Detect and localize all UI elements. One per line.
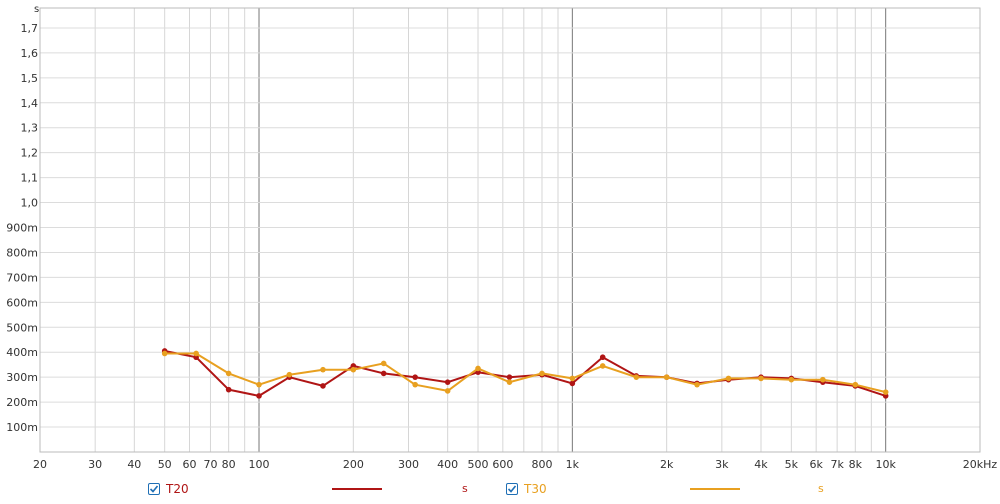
x-tick-label: 80 (222, 458, 236, 471)
x-tick-label: 4k (754, 458, 768, 471)
data-point-t20 (412, 374, 418, 380)
data-point-t20 (380, 370, 387, 377)
y-tick-label: 1,6 (21, 47, 39, 60)
x-tick-label: 40 (127, 458, 141, 471)
x-tick-label: 60 (182, 458, 196, 471)
x-tick-label: 20kHz (963, 458, 998, 471)
y-tick-labels: 100m 200m 300m 400m 500m 600m 700m 800m 900m 1,0 1… (6, 22, 38, 434)
data-point-t30 (412, 381, 418, 388)
legend-item-t20[interactable]: T20 (148, 480, 189, 498)
series-layer (161, 348, 889, 399)
x-tick-label: 6k (809, 458, 823, 471)
x-tick-label: 3k (715, 458, 729, 471)
x-tick-label: 400 (437, 458, 458, 471)
data-point-t20 (506, 374, 513, 380)
t20-checkbox[interactable] (148, 483, 160, 495)
x-tick-label: 2k (660, 458, 674, 471)
y-tick-label: 300m (6, 371, 38, 384)
x-tick-label: 800 (531, 458, 552, 471)
y-tick-label: 1,4 (21, 97, 39, 110)
data-point-t20 (599, 354, 606, 361)
y-tick-label: 1,0 (21, 197, 39, 210)
data-point-t30 (380, 360, 387, 367)
data-point-t30 (788, 376, 795, 383)
data-point-t30 (506, 379, 513, 385)
data-point-t30 (256, 381, 262, 388)
data-point-t30 (569, 375, 576, 382)
t20-unit: s (462, 482, 468, 495)
x-tick-label: 30 (88, 458, 102, 471)
data-point-t30 (758, 375, 764, 382)
x-tick-label: 600 (492, 458, 513, 471)
x-tick-label: 1k (566, 458, 580, 471)
data-point-t30 (320, 366, 326, 373)
data-point-t30 (633, 374, 640, 380)
x-tick-label: 20 (33, 458, 47, 471)
y-tick-label: 200m (6, 396, 38, 409)
data-point-t20 (569, 380, 576, 387)
x-tick-label: 500 (468, 458, 489, 471)
data-point-t30 (193, 350, 199, 357)
data-point-t30 (475, 365, 481, 372)
data-point-t30 (225, 370, 232, 377)
data-point-t20 (256, 393, 262, 399)
data-point-t30 (852, 381, 859, 388)
x-tick-label: 8k (849, 458, 863, 471)
data-point-t30 (444, 388, 451, 394)
legend-item-t30[interactable]: T30 (506, 480, 547, 498)
data-point-t30 (663, 374, 670, 380)
y-tick-label: 1,7 (21, 22, 39, 35)
data-point-t30 (161, 350, 168, 357)
x-tick-label: 200 (343, 458, 364, 471)
plot-border (39, 7, 981, 453)
y-unit-label: s (34, 4, 39, 15)
t30-checkbox[interactable] (506, 483, 518, 495)
data-point-t30 (820, 376, 826, 383)
y-tick-label: 900m (6, 222, 38, 235)
x-tick-label: 10k (875, 458, 896, 471)
data-point-t30 (725, 375, 732, 382)
data-point-t20 (444, 379, 451, 385)
y-tick-label: 700m (6, 271, 38, 284)
t20-label: T20 (166, 482, 189, 496)
x-tick-label: 300 (398, 458, 419, 471)
y-tick-label: 100m (6, 421, 38, 434)
x-tick-label: 50 (158, 458, 172, 471)
series-line-t20 (164, 350, 887, 397)
y-tick-label: 500m (6, 321, 38, 334)
t20-swatch (332, 488, 382, 490)
data-point-t30 (539, 370, 545, 377)
y-tick-label: 400m (6, 346, 38, 359)
data-point-t30 (599, 363, 606, 369)
y-tick-label: 800m (6, 246, 38, 259)
x-tick-label: 100 (249, 458, 270, 471)
data-point-t30 (286, 371, 293, 378)
x-tick-labels: 20 30 40 50 60 70 80 100 200 300 400 500 600 800 1k 2k 3… (33, 458, 997, 471)
x-tick-label: 70 (203, 458, 217, 471)
t30-unit: s (818, 482, 824, 495)
y-tick-label: 600m (6, 296, 38, 309)
x-tick-label: 7k (830, 458, 844, 471)
t30-swatch (690, 488, 740, 490)
data-point-t20 (225, 386, 232, 393)
y-tick-label: 1,5 (21, 72, 39, 85)
y-tick-label: 1,3 (21, 122, 39, 135)
t30-label: T30 (524, 482, 547, 496)
data-point-t20 (320, 383, 326, 389)
data-point-t30 (350, 366, 357, 373)
data-point-t30 (882, 389, 889, 395)
y-tick-label: 1,2 (21, 147, 39, 160)
series-line-t30 (164, 352, 886, 394)
grid (39, 8, 981, 452)
x-tick-label: 5k (785, 458, 799, 471)
plot-frame (39, 7, 981, 453)
check-icon (149, 485, 159, 493)
check-icon (507, 485, 517, 493)
data-point-t30 (694, 381, 700, 388)
y-tick-label: 1,1 (21, 172, 39, 185)
